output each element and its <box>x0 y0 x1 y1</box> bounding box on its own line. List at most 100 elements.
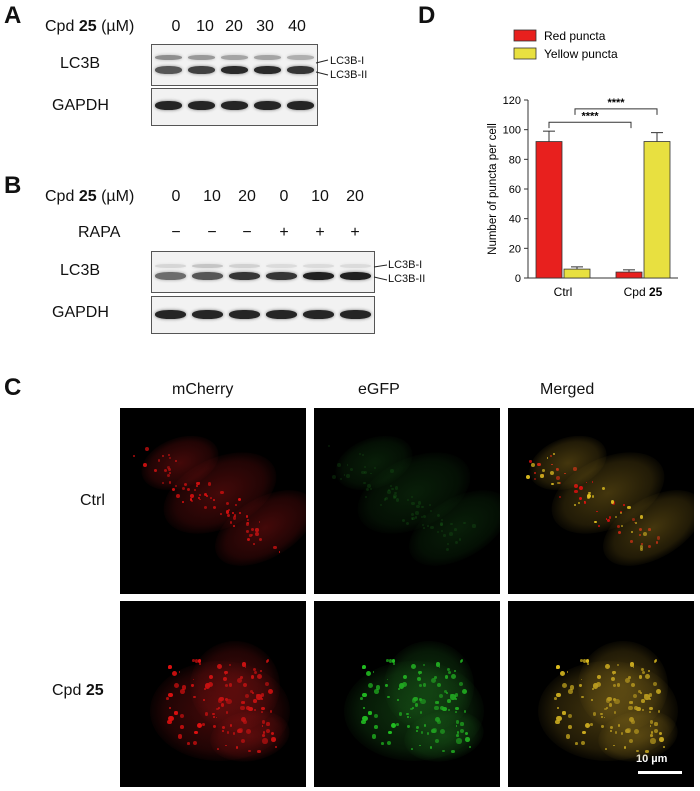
puncta-dot <box>453 528 457 531</box>
puncta-dot <box>546 456 549 459</box>
puncta-dot <box>176 494 180 499</box>
puncta-dot <box>220 490 224 495</box>
puncta-dot <box>261 724 264 727</box>
puncta-dot <box>388 731 392 735</box>
puncta-dot <box>556 715 562 722</box>
puncta-dot <box>239 512 241 514</box>
puncta-dot <box>246 530 249 533</box>
puncta-dot <box>193 695 196 698</box>
puncta-dot <box>181 685 187 690</box>
puncta-dot <box>644 673 651 680</box>
puncta-dot <box>647 670 650 673</box>
blot-band <box>229 272 260 280</box>
blot-band <box>254 55 281 60</box>
puncta-dot <box>240 701 244 705</box>
puncta-dot <box>455 720 459 724</box>
puncta-dot <box>647 528 651 531</box>
puncta-dot <box>393 496 397 500</box>
rapa-sign: + <box>315 224 325 241</box>
puncta-dot <box>610 500 615 505</box>
puncta-dot <box>591 495 595 498</box>
puncta-dot <box>179 713 185 718</box>
puncta-dot <box>420 516 423 519</box>
puncta-dot <box>586 662 590 665</box>
rapa-sign: + <box>350 224 360 241</box>
puncta-dot <box>418 673 421 675</box>
puncta-dot <box>242 701 246 704</box>
puncta-dot <box>638 533 642 537</box>
puncta-dot <box>623 503 625 506</box>
puncta-dot <box>361 666 365 670</box>
puncta-dot <box>574 484 579 489</box>
puncta-dot <box>168 692 173 698</box>
puncta-dot <box>555 467 559 471</box>
puncta-dot <box>225 510 230 514</box>
blot-band <box>155 101 182 110</box>
puncta-dot <box>212 498 216 502</box>
panel-c-letter: C <box>4 374 22 401</box>
puncta-dot <box>563 472 566 475</box>
puncta-dot <box>224 670 228 675</box>
puncta-dot <box>609 726 613 730</box>
puncta-dot <box>413 696 418 702</box>
puncta-dot <box>226 513 231 518</box>
puncta-dot <box>396 699 399 702</box>
puncta-dot <box>385 684 388 687</box>
puncta-dot <box>193 488 196 491</box>
puncta-dot <box>459 681 464 686</box>
puncta-dot <box>436 701 440 704</box>
significance-bracket <box>574 108 658 115</box>
puncta-dot <box>368 711 372 715</box>
cell-glow <box>344 661 484 761</box>
bar <box>615 271 643 279</box>
puncta-dot <box>450 694 456 700</box>
blot-band <box>192 264 223 268</box>
puncta-dot <box>641 671 645 675</box>
concentration-label: 0 <box>171 18 181 35</box>
y-tick-label: 20 <box>509 243 521 255</box>
panel-d-letter: D <box>418 2 436 29</box>
cpd-unit: (µM) <box>101 188 135 205</box>
puncta-dot <box>409 716 412 719</box>
puncta-dot <box>616 663 620 667</box>
puncta-dot <box>561 683 567 689</box>
puncta-dot <box>580 740 586 746</box>
puncta-dot <box>248 749 251 753</box>
puncta-dot <box>565 734 571 739</box>
blot-band <box>155 264 186 268</box>
blot-band <box>340 310 371 319</box>
micrograph-ctrl-mcherry <box>120 408 306 594</box>
puncta-dot <box>262 738 268 744</box>
puncta-dot <box>608 516 612 519</box>
puncta-dot <box>242 682 247 688</box>
puncta-dot <box>167 473 171 477</box>
puncta-dot <box>244 665 247 668</box>
puncta-dot <box>657 536 661 540</box>
puncta-dot <box>169 457 172 460</box>
puncta-dot <box>228 683 233 687</box>
puncta-dot <box>180 725 184 729</box>
puncta-dot <box>587 496 591 500</box>
puncta-dot <box>455 697 458 701</box>
puncta-dot <box>410 663 417 670</box>
blot-band <box>229 264 260 268</box>
puncta-dot <box>363 471 367 475</box>
puncta-dot <box>221 730 224 733</box>
blot-band <box>221 66 248 74</box>
puncta-dot <box>641 708 645 712</box>
puncta-dot <box>366 671 372 677</box>
puncta-dot <box>204 711 209 716</box>
puncta-dot <box>197 659 202 663</box>
puncta-dot <box>262 731 266 734</box>
panel-b-band-pointers <box>373 264 388 281</box>
puncta-dot <box>556 707 559 710</box>
puncta-dot <box>597 524 600 528</box>
puncta-dot <box>258 520 261 523</box>
puncta-dot <box>362 692 367 698</box>
puncta-dot <box>220 703 225 707</box>
puncta-dot <box>639 515 644 519</box>
puncta-dot <box>411 518 414 520</box>
puncta-dot <box>636 749 639 753</box>
puncta-dot <box>613 711 617 715</box>
puncta-dot <box>216 663 223 670</box>
